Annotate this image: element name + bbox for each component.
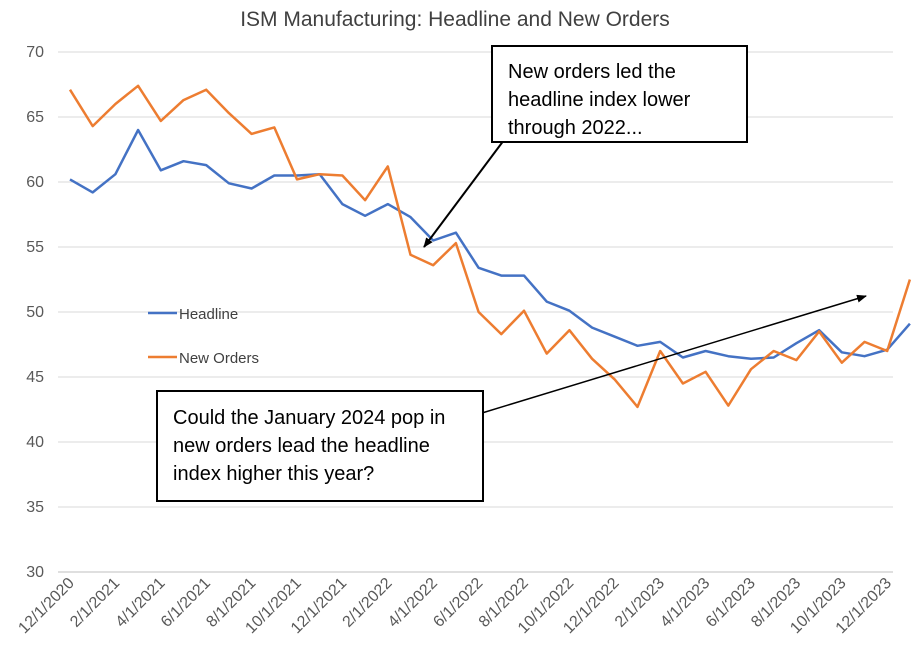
chart-title: ISM Manufacturing: Headline and New Orde… — [240, 8, 670, 31]
annotation-lower-line-3: through 2022... — [508, 117, 643, 139]
x-tick-label: 12/1/2020 — [15, 575, 77, 637]
annotation-higher-line-3: index higher this year? — [173, 463, 375, 485]
annotation-box-higher: Could the January 2024 pop in new orders… — [156, 390, 484, 502]
x-axis-ticks: 12/1/20202/1/20214/1/20216/1/20218/1/202… — [15, 575, 895, 637]
arrow-higher — [481, 294, 867, 414]
y-tick-label: 70 — [26, 44, 44, 61]
annotation-arrows — [423, 139, 867, 414]
y-tick-label: 65 — [26, 109, 44, 126]
annotation-higher-line-2: new orders lead the headline — [173, 435, 430, 457]
annotation-higher-line-1: Could the January 2024 pop in — [173, 407, 446, 429]
y-tick-label: 35 — [26, 499, 44, 516]
series-line-new-orders — [68, 84, 911, 409]
series-layer — [68, 84, 911, 409]
series-line-headline — [69, 128, 911, 361]
arrow-lower — [423, 139, 505, 248]
legend-label-headline: Headline — [179, 306, 238, 323]
y-tick-label: 30 — [26, 564, 44, 581]
annotation-lower-line-2: headline index lower — [508, 89, 691, 111]
legend: Headline New Orders — [148, 306, 259, 367]
annotation-box-lower: New orders led the headline index lower … — [491, 45, 748, 143]
legend-label-new-orders: New Orders — [179, 350, 259, 367]
y-axis-ticks: 30 35 40 45 50 55 60 65 70 — [26, 44, 44, 581]
y-tick-label: 40 — [26, 434, 44, 451]
y-tick-label: 55 — [26, 239, 44, 256]
annotation-lower-line-1: New orders led the — [508, 61, 676, 83]
y-tick-label: 45 — [26, 369, 44, 386]
y-tick-label: 60 — [26, 174, 44, 191]
y-tick-label: 50 — [26, 304, 44, 321]
